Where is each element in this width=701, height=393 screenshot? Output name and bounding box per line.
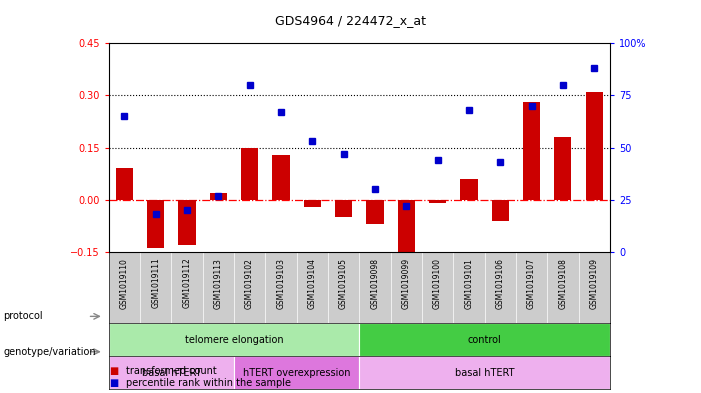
Text: transformed count: transformed count xyxy=(126,366,217,376)
Text: GSM1019106: GSM1019106 xyxy=(496,258,505,309)
Bar xyxy=(109,356,234,389)
Text: GSM1019099: GSM1019099 xyxy=(402,258,411,309)
Bar xyxy=(585,92,603,200)
Bar xyxy=(397,200,415,269)
Bar xyxy=(147,200,164,248)
Text: telomere elongation: telomere elongation xyxy=(184,335,283,345)
Text: GSM1019105: GSM1019105 xyxy=(339,258,348,309)
Bar xyxy=(491,200,509,220)
Bar xyxy=(116,169,133,200)
Text: GSM1019098: GSM1019098 xyxy=(370,258,379,309)
Text: protocol: protocol xyxy=(4,311,43,321)
Bar xyxy=(360,356,610,389)
Bar xyxy=(210,193,227,200)
Bar xyxy=(241,148,258,200)
Bar xyxy=(429,200,447,203)
Bar xyxy=(461,179,477,200)
Text: hTERT overexpression: hTERT overexpression xyxy=(243,368,350,378)
Text: GSM1019112: GSM1019112 xyxy=(182,258,191,309)
Bar xyxy=(109,323,360,356)
Bar xyxy=(234,356,360,389)
Text: GSM1019113: GSM1019113 xyxy=(214,258,223,309)
Bar xyxy=(272,154,290,200)
Bar xyxy=(335,200,352,217)
Text: GSM1019110: GSM1019110 xyxy=(120,258,129,309)
Bar xyxy=(360,323,610,356)
Bar xyxy=(304,200,321,207)
Bar xyxy=(523,102,540,200)
Text: GSM1019102: GSM1019102 xyxy=(245,258,254,309)
Text: GSM1019108: GSM1019108 xyxy=(559,258,567,309)
Text: GSM1019104: GSM1019104 xyxy=(308,258,317,309)
Text: ■: ■ xyxy=(109,378,118,388)
Bar xyxy=(367,200,383,224)
Text: percentile rank within the sample: percentile rank within the sample xyxy=(126,378,291,388)
Text: GSM1019107: GSM1019107 xyxy=(527,258,536,309)
Text: GSM1019109: GSM1019109 xyxy=(590,258,599,309)
Text: ■: ■ xyxy=(109,366,118,376)
Bar xyxy=(554,137,571,200)
Text: control: control xyxy=(468,335,501,345)
Text: GSM1019100: GSM1019100 xyxy=(433,258,442,309)
Text: GSM1019101: GSM1019101 xyxy=(464,258,473,309)
Text: GSM1019103: GSM1019103 xyxy=(276,258,285,309)
Text: GSM1019111: GSM1019111 xyxy=(151,258,160,309)
Text: basal hTERT: basal hTERT xyxy=(455,368,515,378)
Text: basal hTERT: basal hTERT xyxy=(142,368,201,378)
Text: GDS4964 / 224472_x_at: GDS4964 / 224472_x_at xyxy=(275,14,426,27)
Bar xyxy=(178,200,196,245)
Text: genotype/variation: genotype/variation xyxy=(4,347,96,357)
